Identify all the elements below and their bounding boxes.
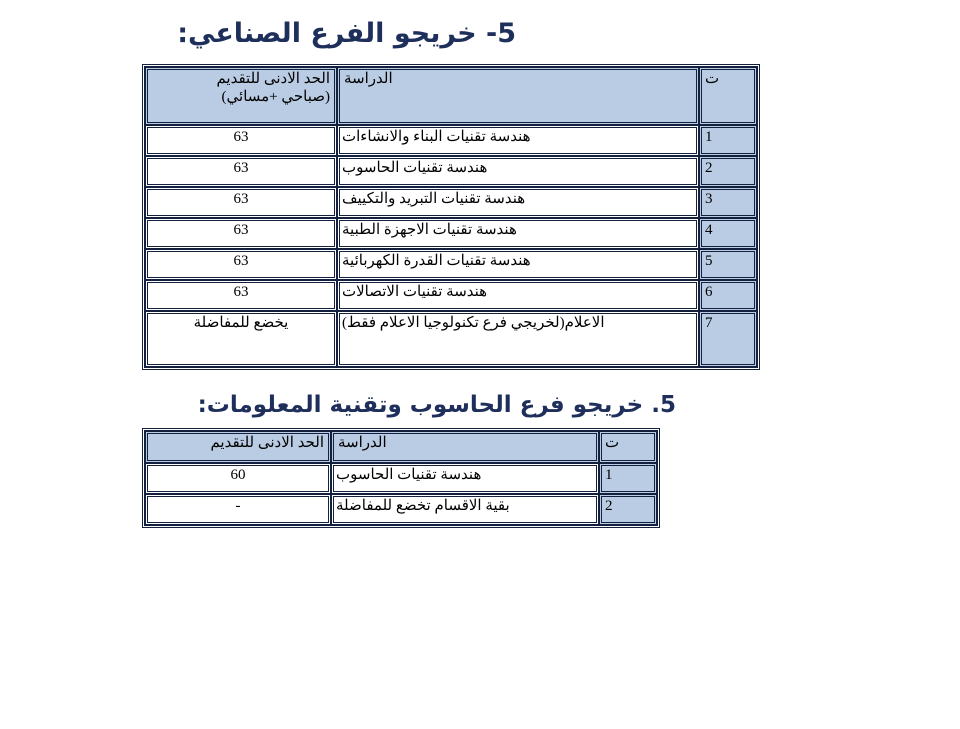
row-index: 3	[699, 187, 757, 218]
table-row: 6 هندسة تقنيات الاتصالات 63	[145, 280, 757, 311]
row-score: 63	[145, 187, 337, 218]
table-row: 3 هندسة تقنيات التبريد والتكييف 63	[145, 187, 757, 218]
column-header-study: الدراسة	[331, 431, 599, 463]
table-row: 2 بقية الاقسام تخضع للمفاضلة -	[145, 494, 657, 525]
minimum-score-header-line-1: الحد الادنى للتقديم	[216, 71, 330, 87]
row-score: 60	[145, 463, 331, 494]
row-index: 7	[699, 311, 757, 367]
row-study: هندسة تقنيات الاتصالات	[337, 280, 699, 311]
column-header-index: ت	[699, 67, 757, 125]
row-study: الاعلام(لخريجي فرع تكنولوجيا الاعلام فقط…	[337, 311, 699, 367]
row-index: 1	[699, 125, 757, 156]
row-score: 63	[145, 218, 337, 249]
column-header-index: ت	[599, 431, 657, 463]
row-study: هندسة تقنيات الحاسوب	[331, 463, 599, 494]
row-index: 5	[699, 249, 757, 280]
row-study: هندسة تقنيات القدرة الكهربائية	[337, 249, 699, 280]
column-header-study: الدراسة	[337, 67, 699, 125]
row-score: 63	[145, 156, 337, 187]
table-row: 4 هندسة تقنيات الاجهزة الطبية 63	[145, 218, 757, 249]
row-study: هندسة تقنيات الاجهزة الطبية	[337, 218, 699, 249]
row-score: يخضع للمفاضلة	[145, 311, 337, 367]
section-heading-computer: 5. خريجو فرع الحاسوب وتقنية المعلومات:	[197, 392, 676, 418]
row-study: بقية الاقسام تخضع للمفاضلة	[331, 494, 599, 525]
row-score: 63	[145, 249, 337, 280]
row-index: 6	[699, 280, 757, 311]
row-study: هندسة تقنيات الحاسوب	[337, 156, 699, 187]
table-header-row: ت الدراسة الحد الادنى للتقديم (صباحي +مس…	[145, 67, 757, 125]
column-header-minimum-score: الحد الادنى للتقديم (صباحي +مسائي)	[145, 67, 337, 125]
row-study: هندسة تقنيات التبريد والتكييف	[337, 187, 699, 218]
row-index: 1	[599, 463, 657, 494]
table-header-row: ت الدراسة الحد الادنى للتقديم	[145, 431, 657, 463]
row-study: هندسة تقنيات البناء والانشاءات	[337, 125, 699, 156]
section-heading-industrial: 5- خريجو الفرع الصناعي:	[177, 18, 516, 49]
row-score: 63	[145, 125, 337, 156]
row-score: -	[145, 494, 331, 525]
table-computer-graduates: ت الدراسة الحد الادنى للتقديم 1 هندسة تق…	[142, 428, 660, 528]
table-row: 2 هندسة تقنيات الحاسوب 63	[145, 156, 757, 187]
table-row: 5 هندسة تقنيات القدرة الكهربائية 63	[145, 249, 757, 280]
minimum-score-header-line-2: (صباحي +مسائي)	[221, 88, 330, 105]
table-row: 7 الاعلام(لخريجي فرع تكنولوجيا الاعلام ف…	[145, 311, 757, 367]
row-score: 63	[145, 280, 337, 311]
table-row: 1 هندسة تقنيات الحاسوب 60	[145, 463, 657, 494]
row-index: 2	[699, 156, 757, 187]
row-index: 2	[599, 494, 657, 525]
table-industrial-graduates: ت الدراسة الحد الادنى للتقديم (صباحي +مس…	[142, 64, 760, 370]
table-row: 1 هندسة تقنيات البناء والانشاءات 63	[145, 125, 757, 156]
row-index: 4	[699, 218, 757, 249]
column-header-minimum-score: الحد الادنى للتقديم	[145, 431, 331, 463]
